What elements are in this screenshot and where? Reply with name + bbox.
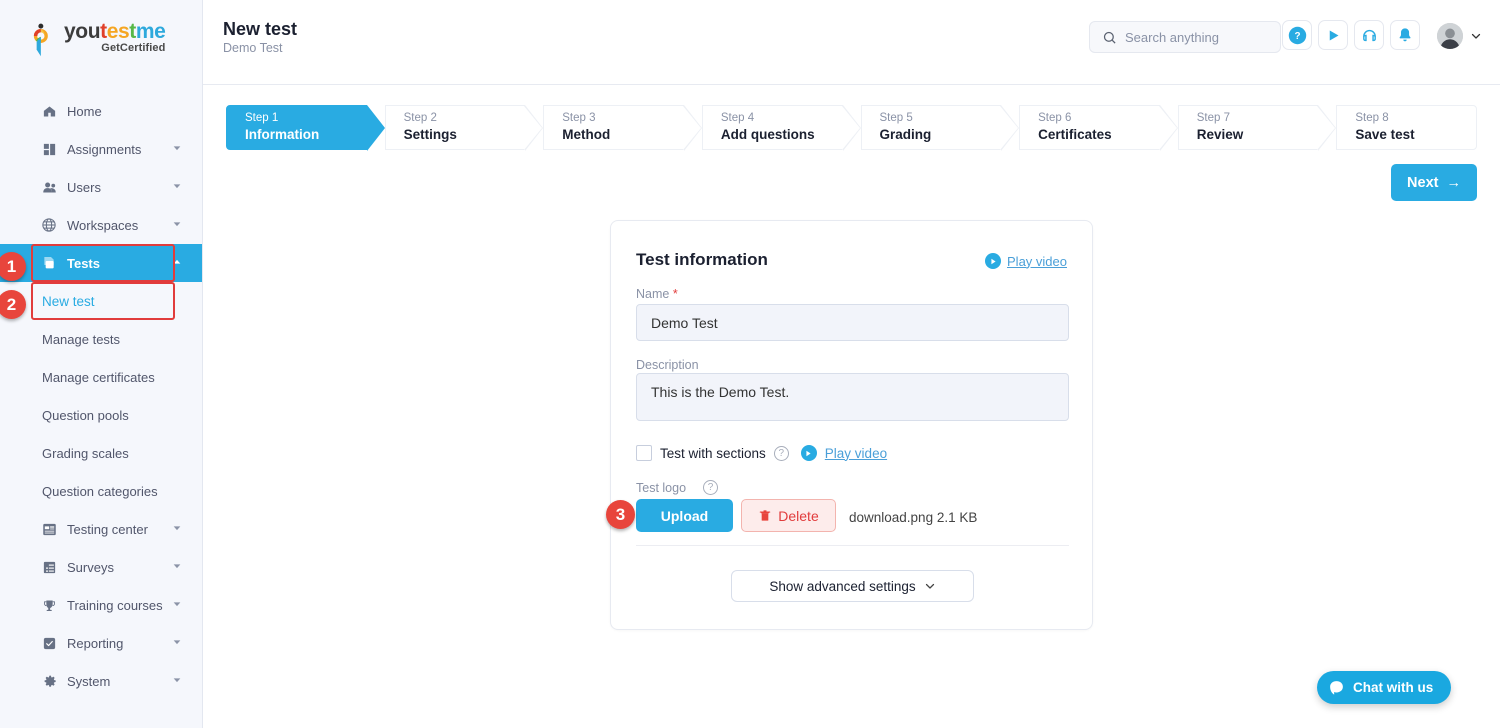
svg-text:?: ? (1294, 31, 1300, 42)
